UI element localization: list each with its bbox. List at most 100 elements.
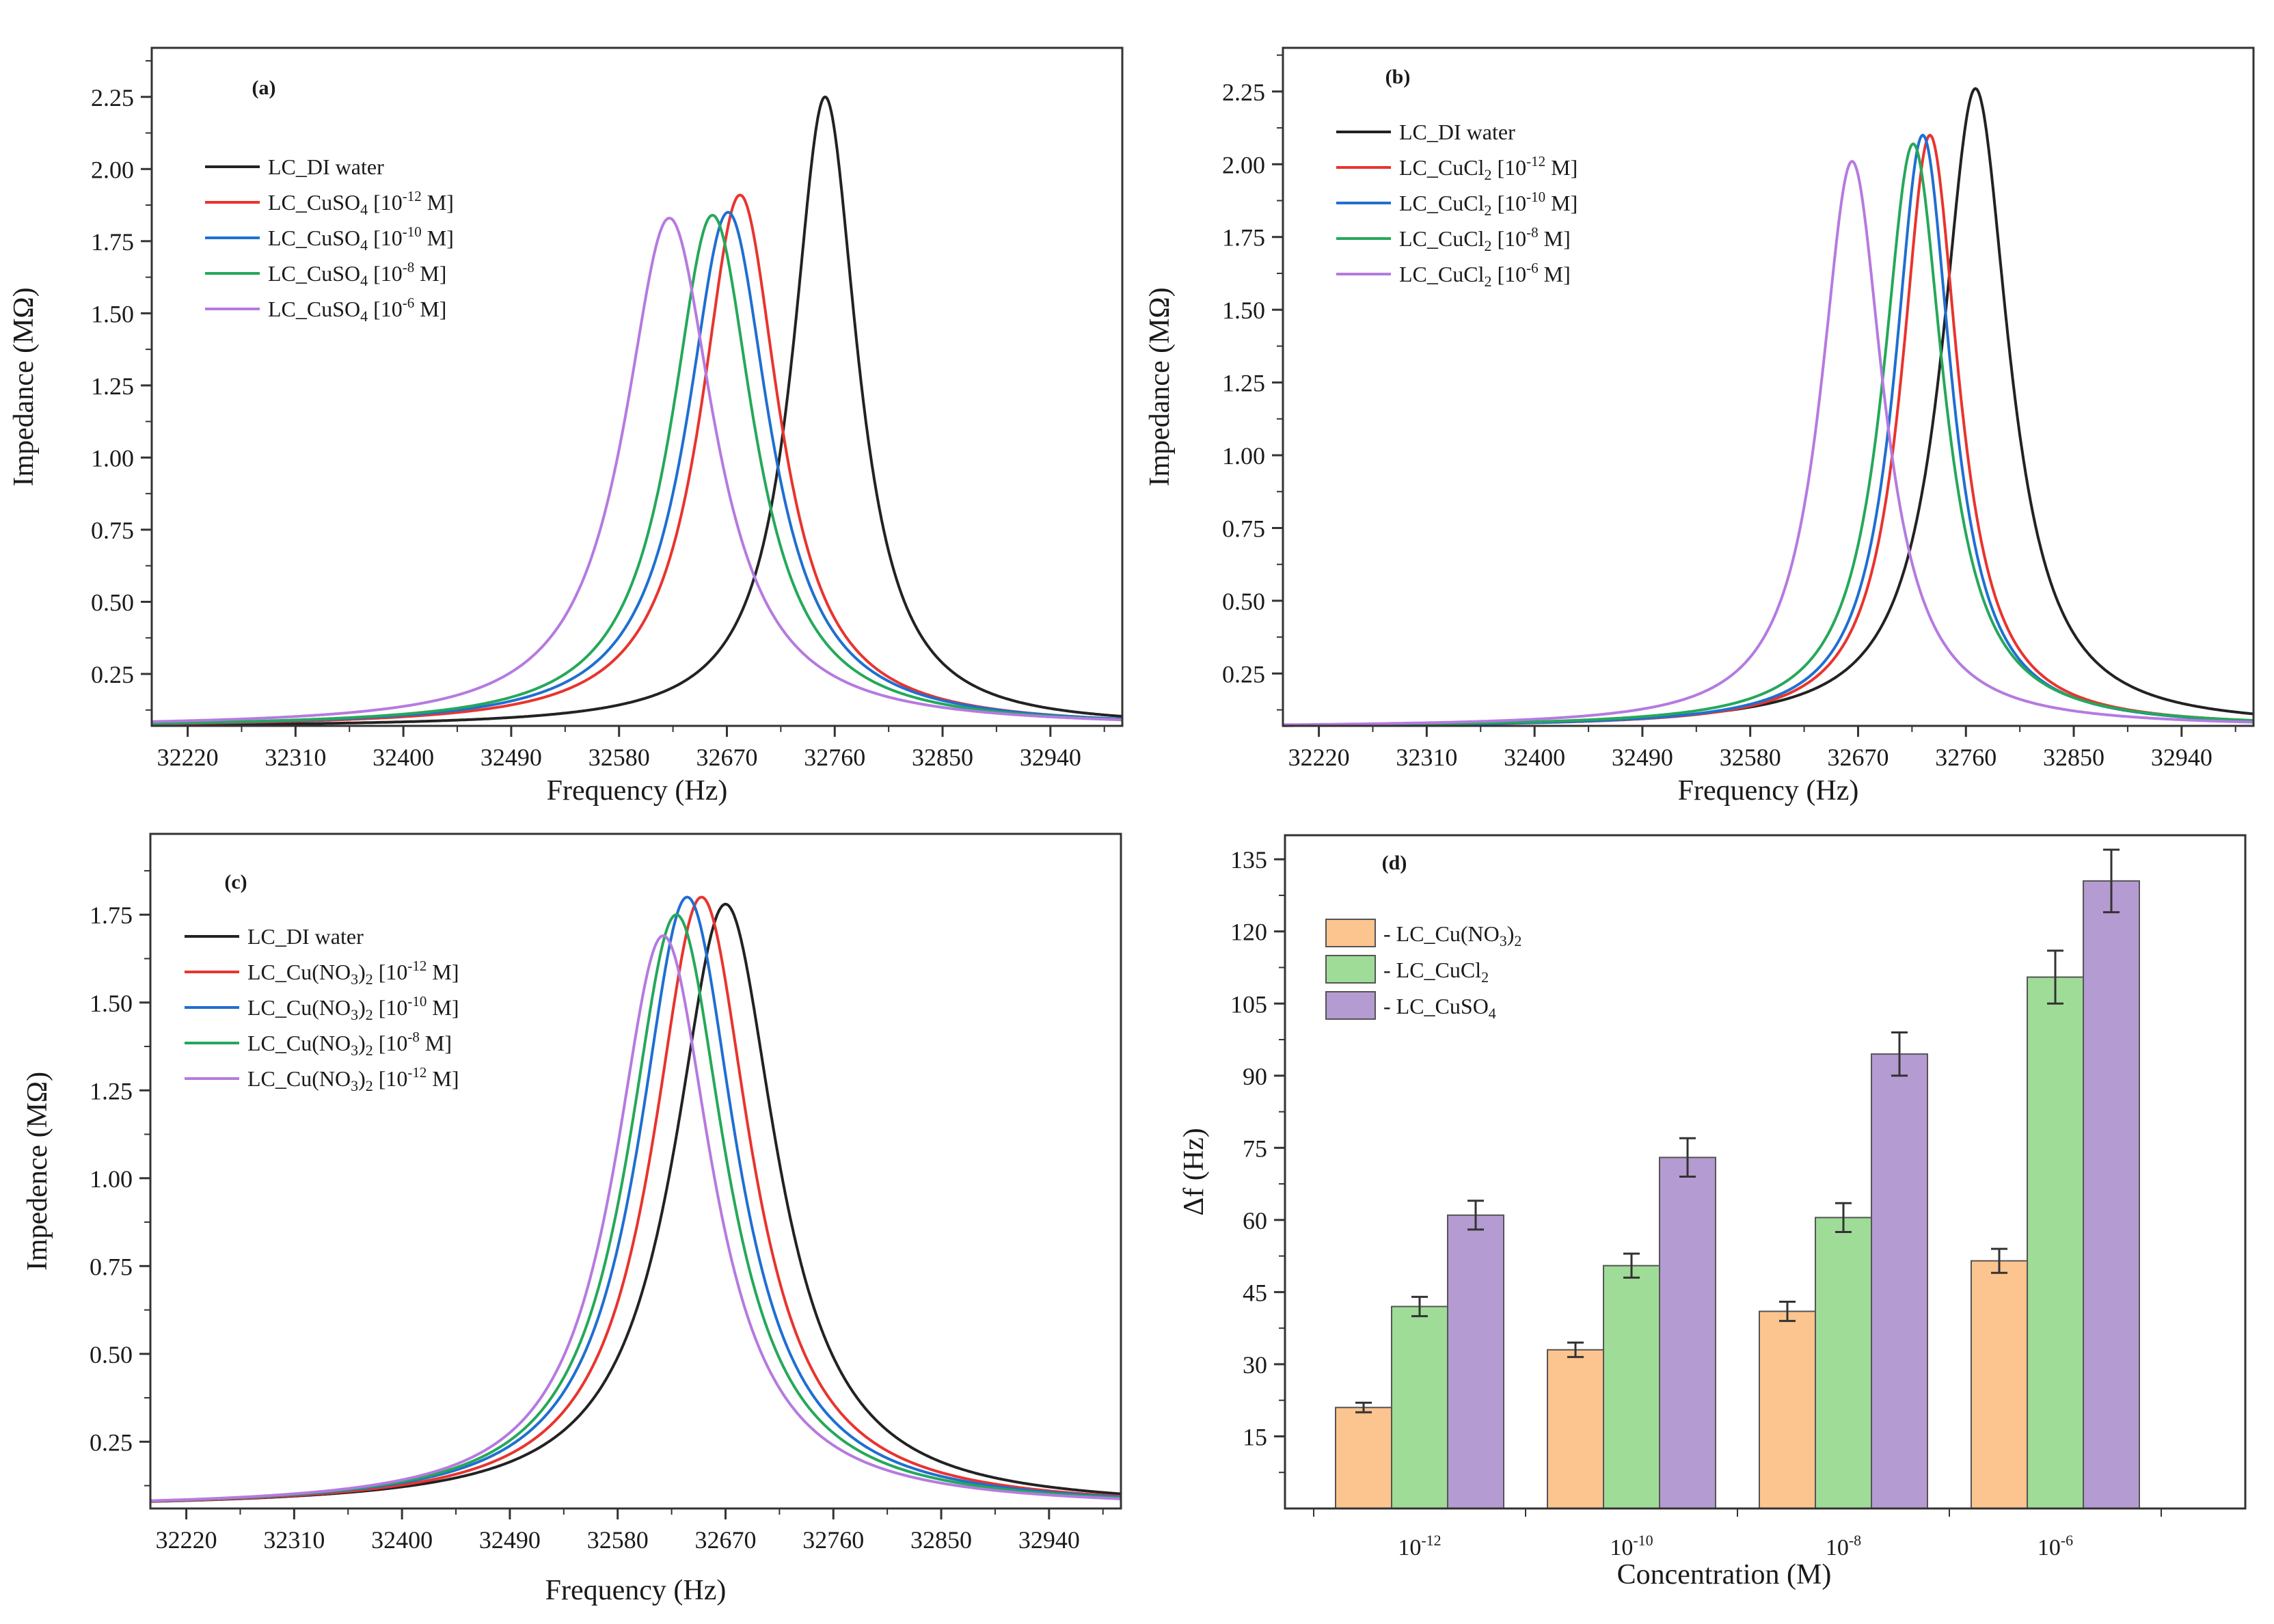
plot-frame bbox=[1282, 46, 2255, 727]
legend-exponent: -12 bbox=[1526, 153, 1545, 170]
panel-label: (a) bbox=[252, 77, 276, 99]
y-tick-label: 1.50 bbox=[1222, 297, 1265, 324]
x-tick-label: 32580 bbox=[587, 1526, 649, 1554]
legend-unit: M] bbox=[1545, 155, 1578, 180]
series-line-3 bbox=[152, 211, 1122, 725]
y-tick-label: 0.75 bbox=[1222, 515, 1265, 542]
tick-exponent: -6 bbox=[2061, 1532, 2073, 1549]
legend-conc: [10 bbox=[1491, 155, 1526, 180]
legend-exponent: -12 bbox=[407, 958, 427, 974]
series-line-1 bbox=[150, 902, 1122, 1503]
legend-subscript: 3 bbox=[351, 971, 358, 988]
x-axis-label: Frequency (Hz) bbox=[545, 1575, 727, 1606]
legend-main: - LC_CuSO bbox=[1383, 994, 1489, 1018]
legend-main: LC_CuCl bbox=[1399, 191, 1485, 215]
legend-label-2: LC_CuSO4 [10-12 M] bbox=[268, 188, 454, 218]
panel-label: (b) bbox=[1385, 66, 1411, 88]
bar-2-2 bbox=[1603, 1264, 1660, 1509]
legend-conc: [10 bbox=[368, 226, 403, 250]
legend-unit: M] bbox=[414, 297, 446, 321]
legend-conc: [10 bbox=[373, 960, 408, 984]
legend-unit: M] bbox=[1539, 262, 1571, 286]
y-tick-label: 1.25 bbox=[1222, 370, 1265, 397]
x-tick-label: 32220 bbox=[1288, 744, 1350, 771]
panel-d-frequency-shift-bars: 10-12 10-10 10-8 10-6153045607590105120135C… bbox=[1178, 834, 2247, 1591]
legend-swatch-3 bbox=[1325, 991, 1376, 1020]
legend-subscript: 3 bbox=[351, 1042, 358, 1059]
x-tick-label: 32400 bbox=[1504, 744, 1565, 771]
legend-conc: [10 bbox=[1491, 226, 1526, 251]
series-line-4 bbox=[152, 213, 1123, 725]
legend-conc: [10 bbox=[368, 261, 403, 286]
y-tick-label: 2.25 bbox=[1222, 79, 1265, 106]
legend-label-3: - LC_CuSO4 bbox=[1383, 994, 1496, 1022]
legend-label-5: LC_Cu(NO3)2 [10-12 M] bbox=[247, 1064, 459, 1094]
tick-exponent: -10 bbox=[1633, 1532, 1653, 1549]
y-tick-label: 2.00 bbox=[91, 156, 134, 183]
legend-main: LC_CuCl bbox=[1399, 226, 1485, 251]
y-axis-label: Impedance (MΩ) bbox=[8, 287, 40, 486]
legend-main: LC_DI water bbox=[1399, 120, 1515, 144]
y-tick-label: 30 bbox=[1243, 1351, 1267, 1379]
legend-exponent: -10 bbox=[403, 224, 422, 240]
legend-label-4: LC_Cu(NO3)2 [10-8 M] bbox=[247, 1029, 452, 1059]
series-line-3 bbox=[1283, 133, 2254, 727]
series-line-5 bbox=[1283, 159, 2253, 727]
legend-unit: M] bbox=[427, 960, 459, 984]
x-axis-label: Concentration (M) bbox=[1617, 1559, 1832, 1591]
bar-4-2 bbox=[1659, 1156, 1716, 1509]
y-tick-label: 1.00 bbox=[91, 444, 134, 472]
legend-subscript: 4 bbox=[360, 201, 368, 218]
legend-label-4: LC_CuSO4 [10-8 M] bbox=[268, 259, 446, 289]
legend-unit: M] bbox=[414, 261, 446, 286]
legend-conc: [10 bbox=[373, 1031, 408, 1055]
y-tick-label: 75 bbox=[1243, 1135, 1267, 1162]
x-tick-label: 32850 bbox=[910, 1526, 972, 1554]
legend-subscript: 4 bbox=[360, 236, 368, 254]
y-axis-label: Δf (Hz) bbox=[1178, 1128, 1210, 1215]
x-tick-label: 32490 bbox=[480, 744, 542, 771]
y-axis-label: Impedence (MΩ) bbox=[22, 1072, 53, 1271]
x-tick-label: 10-8 bbox=[1826, 1532, 1861, 1560]
bar-3-2 bbox=[1547, 1349, 1604, 1509]
legend-mid: ) bbox=[358, 1031, 366, 1055]
x-axis-label: Frequency (Hz) bbox=[1678, 775, 1859, 807]
legend-conc: [10 bbox=[368, 190, 403, 215]
legend-conc: [10 bbox=[1491, 191, 1526, 215]
x-tick-label: 32400 bbox=[371, 1526, 433, 1554]
panel-label: (c) bbox=[224, 871, 247, 893]
bar-2-4 bbox=[2027, 976, 2084, 1509]
x-tick-label: 32580 bbox=[588, 744, 650, 771]
y-tick-label: 1.75 bbox=[91, 228, 134, 256]
y-tick-label: 1.75 bbox=[1222, 224, 1265, 252]
panel-b-impedance-cucl2: 0.25 0.50 0.75 1.00 1.25 1.50 1.75 2.00 2.25 3222… bbox=[1144, 46, 2255, 807]
x-tick-label: 32760 bbox=[804, 744, 865, 771]
y-tick-label: 15 bbox=[1243, 1423, 1267, 1450]
legend-subscript: 4 bbox=[360, 272, 368, 289]
tick-base: 10 bbox=[1826, 1535, 1849, 1560]
legend-unit: M] bbox=[1545, 191, 1578, 215]
bar-3-3 bbox=[1759, 1310, 1816, 1510]
legend-main: LC_CuSO bbox=[268, 261, 360, 286]
legend-conc: [10 bbox=[373, 995, 408, 1020]
y-tick-label: 90 bbox=[1243, 1063, 1267, 1090]
legend-main: LC_CuSO bbox=[268, 226, 360, 250]
x-tick-label: 32940 bbox=[1020, 744, 1081, 771]
legend-main: LC_CuSO bbox=[268, 190, 360, 215]
bar-2-3 bbox=[1815, 1217, 1872, 1509]
legend-subscript: 3 bbox=[351, 1077, 358, 1094]
series-line-5 bbox=[150, 934, 1122, 1502]
x-tick-label: 32310 bbox=[263, 1526, 325, 1554]
series-line-2 bbox=[150, 895, 1122, 1503]
legend-unit: M] bbox=[422, 226, 454, 250]
legend-label-2: - LC_CuCl2 bbox=[1383, 958, 1489, 986]
y-tick-label: 0.50 bbox=[91, 588, 134, 616]
tick-base: 10 bbox=[2038, 1535, 2061, 1560]
legend-label-4: LC_CuCl2 [10-8 M] bbox=[1399, 224, 1571, 254]
tick-base: 10 bbox=[1398, 1535, 1421, 1560]
series-line-5 bbox=[151, 217, 1122, 723]
legend-mid: ) bbox=[358, 995, 366, 1020]
y-tick-label: 0.25 bbox=[90, 1429, 133, 1456]
legend-exponent: -8 bbox=[407, 1029, 420, 1045]
legend-subscript: 3 bbox=[1500, 932, 1507, 949]
